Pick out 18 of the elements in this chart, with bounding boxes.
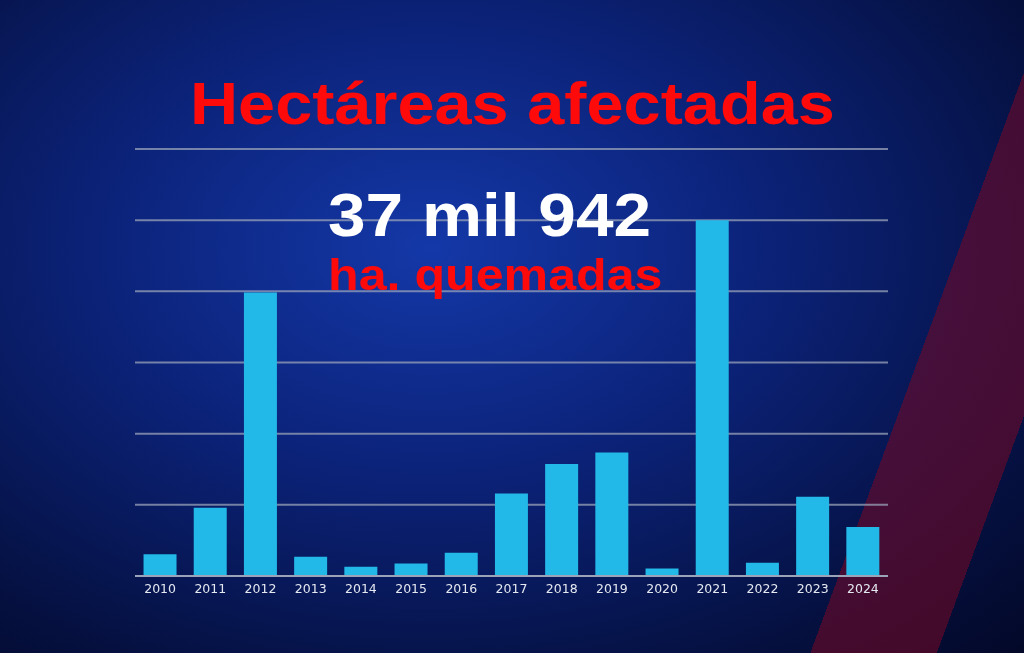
x-tick-label: 2022 xyxy=(746,580,779,596)
x-tick-label: 2024 xyxy=(846,580,879,596)
x-tick-label: 2023 xyxy=(796,580,829,596)
x-tick-label: 2020 xyxy=(646,580,679,596)
x-tick-label: 2018 xyxy=(545,580,578,596)
x-tick-label: 2021 xyxy=(696,580,729,596)
chart-title: Hectáreas afectadas xyxy=(189,71,835,137)
x-tick-label: 2014 xyxy=(344,580,377,596)
x-tick-label: 2019 xyxy=(595,580,628,596)
annotation: 37 mil 942 xyxy=(328,180,652,249)
x-tick-label: 2015 xyxy=(395,580,428,596)
x-tick-label: 2011 xyxy=(194,580,227,596)
x-tick-label: 2012 xyxy=(244,580,277,596)
x-tick-label: 2016 xyxy=(445,580,478,596)
x-tick-label: 2017 xyxy=(495,580,528,596)
annotation: ha. quemadas xyxy=(328,250,663,300)
x-tick-label: 2010 xyxy=(144,580,177,596)
x-tick-label: 2013 xyxy=(294,580,327,596)
